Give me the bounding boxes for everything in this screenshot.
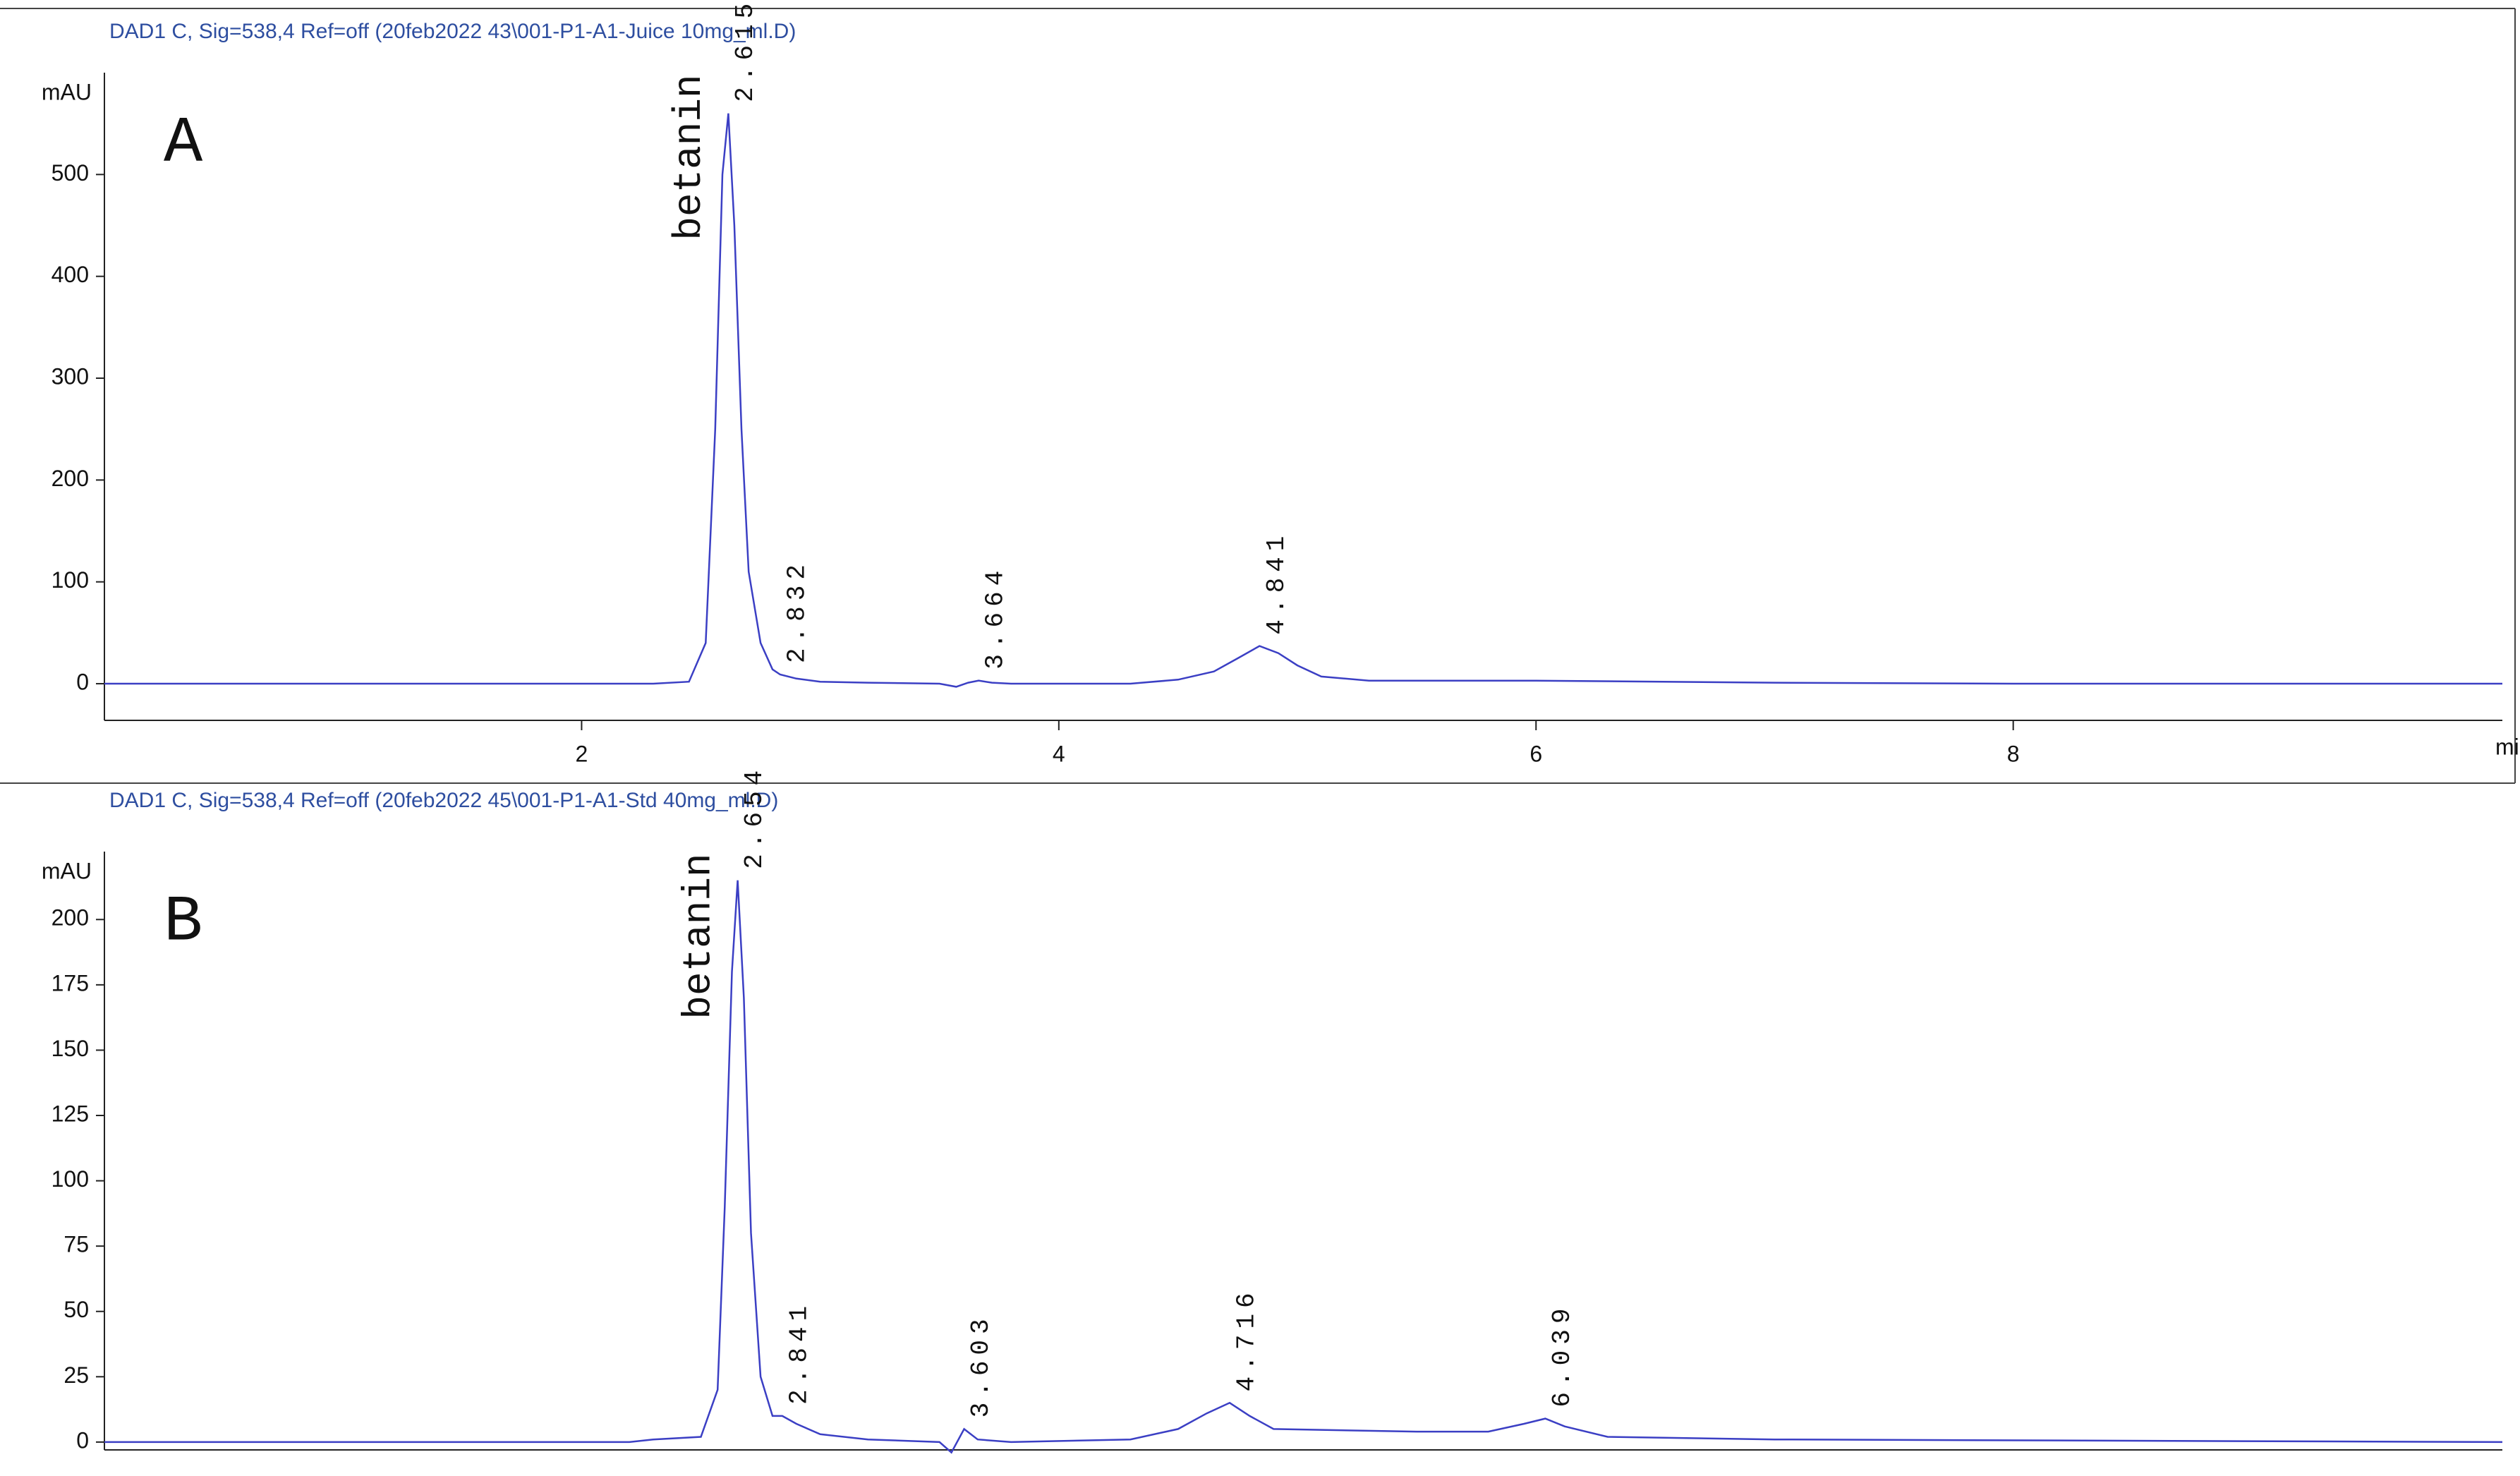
- y-tick-label: 175: [52, 970, 89, 996]
- y-axis-label: mAU: [42, 79, 92, 104]
- x-tick-label: 6: [1529, 741, 1542, 766]
- y-tick-label: 150: [52, 1036, 89, 1061]
- peak-label: 4.841: [1262, 531, 1291, 635]
- y-tick-label: 50: [63, 1297, 89, 1322]
- peak-label: 6.039: [1548, 1303, 1577, 1408]
- peak-label: 3.603: [967, 1313, 995, 1417]
- panel-letter: B: [164, 885, 202, 959]
- peak-label: 2.832: [782, 559, 811, 663]
- y-axis-label: mAU: [42, 858, 92, 883]
- peak-label: 4.716: [1232, 1287, 1261, 1391]
- peak-label: 2.615: [731, 0, 760, 102]
- signal-line: [104, 880, 2503, 1454]
- y-tick-label: 100: [52, 1166, 89, 1192]
- y-tick-label: 400: [52, 262, 89, 287]
- x-tick-label: 8: [2007, 741, 2020, 766]
- panel-letter: A: [164, 106, 203, 180]
- x-axis-label: min: [2495, 734, 2520, 759]
- y-tick-label: 75: [63, 1232, 89, 1257]
- y-tick-label: 300: [52, 363, 89, 389]
- y-tick-label: 0: [76, 1427, 89, 1453]
- signal-line: [104, 113, 2502, 688]
- x-tick-label: 2: [576, 741, 588, 766]
- chart-title: DAD1 C, Sig=538,4 Ref=off (20feb2022 45\…: [109, 789, 778, 812]
- y-tick-label: 100: [52, 567, 89, 593]
- y-tick-label: 200: [52, 905, 89, 931]
- peak-label: 3.664: [981, 565, 1010, 670]
- compound-label: betanin: [676, 853, 721, 1019]
- chart-title: DAD1 C, Sig=538,4 Ref=off (20feb2022 43\…: [109, 20, 796, 43]
- y-tick-label: 200: [52, 466, 89, 491]
- x-tick-label: 4: [1053, 741, 1065, 766]
- y-tick-label: 125: [52, 1101, 89, 1126]
- y-tick-label: 500: [52, 160, 89, 186]
- peak-label: 2.841: [785, 1300, 813, 1405]
- peak-label: 2.654: [740, 765, 769, 869]
- y-tick-label: 0: [76, 669, 89, 694]
- compound-label: betanin: [667, 74, 712, 240]
- y-tick-label: 25: [63, 1362, 89, 1388]
